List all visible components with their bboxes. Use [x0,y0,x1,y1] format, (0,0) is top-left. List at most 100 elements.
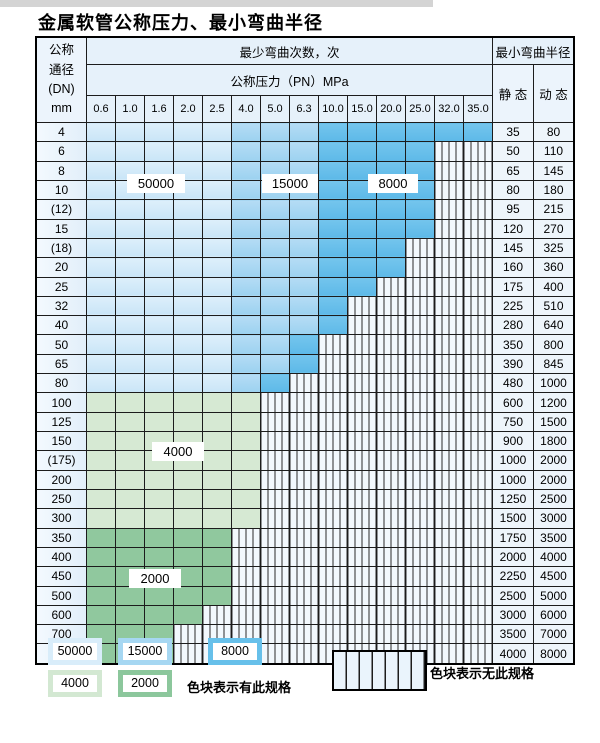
spec-cell [202,430,232,452]
spec-cell [376,237,406,259]
spec-cell [202,508,232,529]
static-radius-value: 900 [492,430,534,452]
no-spec-cell [434,392,464,413]
no-spec-cell [260,430,290,452]
no-spec-cell [347,392,377,413]
spec-cell [86,199,116,220]
no-spec-cell [376,624,406,645]
no-spec-cell [289,624,319,645]
legend-swatch-2000: 2000 [118,670,172,697]
dynamic-radius-value: 4000 [533,546,575,568]
static-radius-value: 50 [492,141,534,162]
spec-cell [115,585,145,606]
no-spec-cell [289,508,319,529]
zone-label-8000: 8000 [368,174,418,193]
spec-cell [144,604,174,626]
no-spec-cell [434,508,464,529]
spec-cell [115,353,145,375]
no-spec-cell [434,237,464,259]
legend-swatch-label: 8000 [213,643,257,660]
no-spec-cell [434,141,464,162]
spec-cell [202,469,232,490]
spec-cell [202,392,232,413]
spec-cell [115,373,145,394]
no-spec-cell [463,315,493,336]
dynamic-radius-value: 110 [533,141,575,162]
spec-cell [115,199,145,220]
spec-cell [231,469,261,490]
no-spec-cell [260,488,290,510]
spec-cell [144,373,174,394]
no-spec-cell [347,527,377,548]
no-spec-cell [173,624,203,645]
spec-cell [260,276,290,297]
spec-cell [231,237,261,259]
no-spec-cell [405,604,435,626]
spec-cell [376,121,406,143]
dn-cell: (175) [35,450,87,471]
dynamic-radius-value: 400 [533,276,575,297]
spec-cell [376,218,406,239]
no-spec-cell [463,295,493,317]
no-spec-cell [463,218,493,239]
table-row-dn-18: (18) 145 325 [35,237,575,259]
no-spec-cell [463,276,493,297]
no-spec-cell [347,624,377,645]
static-radius-value: 750 [492,411,534,433]
spec-cell [289,199,319,220]
legend-swatch-label: 15000 [123,643,167,660]
spec-cell [115,469,145,490]
legend-swatch-15000: 15000 [118,638,172,665]
no-spec-cell [318,334,348,355]
spec-cell [347,218,377,239]
no-spec-cell [347,469,377,490]
spec-cell [202,488,232,510]
no-spec-cell [463,373,493,394]
spec-cell [115,392,145,413]
static-radius-value: 3500 [492,624,534,645]
dynamic-radius-value: 1800 [533,430,575,452]
spec-cell [86,450,116,471]
spec-cell [289,353,319,375]
no-spec-cell [376,546,406,568]
no-spec-cell [376,295,406,317]
dn-cell: 350 [35,527,87,548]
dynamic-radius-value: 360 [533,257,575,278]
no-spec-cell [463,585,493,606]
pressure-header-20.0: 20.0 [376,95,406,123]
spec-cell [144,527,174,548]
no-spec-cell [289,469,319,490]
no-spec-cell [463,237,493,259]
dynamic-radius-value: 2500 [533,488,575,510]
no-spec-cell [463,527,493,548]
spec-cell [86,373,116,394]
spec-cell [173,604,203,626]
static-radius-value: 1250 [492,488,534,510]
no-spec-cell [289,604,319,626]
spec-cell [173,334,203,355]
no-spec-cell [289,430,319,452]
no-spec-cell [434,488,464,510]
spec-cell [144,508,174,529]
no-spec-cell [260,411,290,433]
spec-cell [115,141,145,162]
spec-cell [144,276,174,297]
static-radius-value: 160 [492,257,534,278]
dynamic-radius-value: 325 [533,237,575,259]
spec-cell [144,218,174,239]
spec-cell [202,295,232,317]
no-spec-cell [463,411,493,433]
dynamic-radius-value: 5000 [533,585,575,606]
table-row-dn-80: 80 480 1000 [35,373,575,394]
dn-cell: 6 [35,141,87,162]
hose-spec-table: 公称 通径 (DN) mm 最少弯曲次数，次 最小弯曲半径 公称压力（PN）MPa 静… [35,36,575,665]
table-row-dn-600: 600 3000 6000 [35,604,575,626]
no-spec-cell [434,295,464,317]
spec-cell [173,469,203,490]
spec-cell [231,334,261,355]
spec-cell [260,373,290,394]
spec-cell [260,334,290,355]
spec-cell [144,334,174,355]
spec-cell [405,199,435,220]
spec-cell [86,218,116,239]
